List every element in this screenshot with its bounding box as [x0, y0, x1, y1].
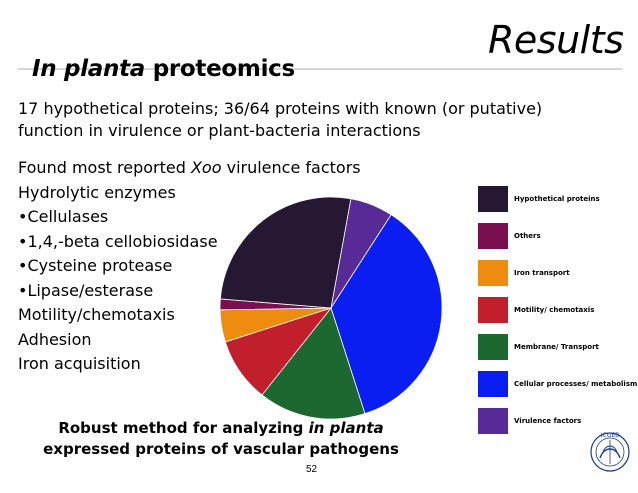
- intro-text: 17 hypothetical proteins; 36/64 proteins…: [18, 98, 558, 142]
- finding-line: Adhesion: [18, 329, 92, 349]
- legend-swatch: [478, 260, 508, 286]
- intro-line-2: function in virulence or plant-bacteria …: [18, 121, 421, 140]
- pie-slice-cellular-processes-metabolism: [330, 214, 443, 415]
- conclusion-line-2: expressed proteins of vascular pathogens: [43, 440, 399, 458]
- legend-item: Virulence factors: [478, 408, 638, 434]
- legend-label: Cellular processes/ metabolism: [514, 380, 638, 388]
- legend-item: Cellular processes/ metabolism: [478, 371, 638, 397]
- finding-line: Hydrolytic enzymes: [18, 182, 176, 202]
- legend-item: Others: [478, 223, 638, 249]
- finding-line: •Cellulases: [18, 207, 109, 226]
- findings-list: Found most reported Xoo virulence factor…: [18, 156, 361, 377]
- legend-item: Motility/ chemotaxis: [478, 297, 638, 323]
- finding-line: •Lipase/esterase: [18, 280, 154, 300]
- subtitle-rest: proteomics: [145, 56, 295, 82]
- intro-line-1: 17 hypothetical proteins; 36/64 proteins…: [18, 99, 543, 118]
- legend-label: Iron transport: [514, 269, 570, 277]
- subtitle-italic: In planta: [32, 56, 145, 82]
- finding-line: Motility/chemotaxis: [18, 305, 175, 324]
- pie-slice-hypothetical-proteins: [219, 196, 352, 309]
- conclusion-line-1: Robust method for analyzing in planta: [58, 419, 384, 437]
- finding-line: •Cysteine protease: [18, 256, 173, 275]
- legend-label: Hypothetical proteins: [514, 195, 600, 203]
- legend-swatch: [478, 371, 508, 397]
- legend-swatch: [478, 297, 508, 323]
- legend-swatch: [478, 223, 508, 249]
- slide-subtitle: In planta proteomics: [32, 56, 295, 82]
- legend-swatch: [478, 408, 508, 434]
- legend-item: Iron transport: [478, 260, 638, 286]
- conclusion-text: Robust method for analyzing in planta ex…: [20, 418, 422, 460]
- pie-slice-membrane-transport: [261, 307, 366, 420]
- finding-line: Iron acquisition: [18, 354, 141, 373]
- icgeb-logo: ICGEB: [590, 432, 630, 472]
- legend-swatch: [478, 186, 508, 212]
- slide-title: Results: [488, 18, 624, 62]
- legend-item: Hypothetical proteins: [478, 186, 638, 212]
- legend-label: Others: [514, 232, 541, 240]
- legend-label: Membrane/ Transport: [514, 343, 599, 351]
- finding-line: •1,4,-beta cellobiosidase: [18, 231, 218, 251]
- legend-label: Virulence factors: [514, 417, 582, 425]
- logo-text: ICGEB: [601, 432, 620, 439]
- page-number: 52: [306, 464, 318, 475]
- legend-swatch: [478, 334, 508, 360]
- legend-item: Membrane/ Transport: [478, 334, 638, 360]
- legend-label: Motility/ chemotaxis: [514, 306, 595, 314]
- title-divider: [18, 68, 622, 70]
- finding-line: Found most reported Xoo virulence factor…: [18, 158, 361, 177]
